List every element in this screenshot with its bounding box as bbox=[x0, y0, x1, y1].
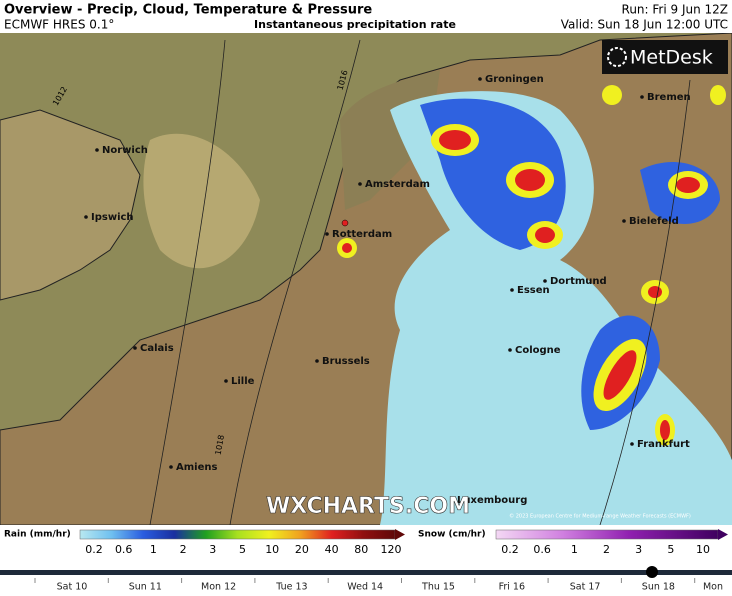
model: ECMWF HRES 0.1° bbox=[4, 18, 114, 32]
title: Overview - Precip, Cloud, Temperature & … bbox=[4, 3, 372, 18]
snow-legend-label: 3 bbox=[635, 543, 642, 556]
rain-arrow bbox=[395, 529, 405, 540]
rain-legend-label: 1 bbox=[150, 543, 157, 556]
timeline-label[interactable]: Thu 15 bbox=[421, 582, 455, 593]
timeline-marker[interactable] bbox=[646, 566, 658, 578]
cloud-patch bbox=[143, 133, 260, 269]
snow-legend-label: 0.2 bbox=[501, 543, 519, 556]
timeline-label[interactable]: Sun 18 bbox=[642, 582, 675, 593]
city-label: Frankfurt bbox=[637, 439, 690, 450]
city-dot bbox=[640, 95, 644, 99]
city-dot bbox=[358, 182, 362, 186]
city-label: Norwich bbox=[102, 145, 148, 156]
city-label: Bielefeld bbox=[629, 216, 679, 227]
rain-legend-label: 80 bbox=[354, 543, 368, 556]
city-dot bbox=[543, 279, 547, 283]
city-dot bbox=[133, 346, 137, 350]
city-dot bbox=[508, 348, 512, 352]
logo: MetDesk bbox=[630, 47, 713, 69]
rain-legend-label: 20 bbox=[295, 543, 309, 556]
rain-colorbar bbox=[79, 529, 396, 540]
snow-legend-title: Snow (cm/hr) bbox=[418, 530, 486, 540]
timeline-label[interactable]: Sat 17 bbox=[570, 582, 601, 593]
city-dot bbox=[450, 498, 454, 502]
city-dot bbox=[325, 232, 329, 236]
header-bg bbox=[0, 0, 732, 33]
timeline-bar bbox=[0, 570, 732, 575]
rain-legend-label: 0.2 bbox=[85, 543, 103, 556]
city-label: Luxembourg bbox=[457, 495, 527, 506]
city-dot bbox=[478, 77, 482, 81]
rain-legend-label: 3 bbox=[209, 543, 216, 556]
city-dot bbox=[224, 379, 228, 383]
rain-legend-label: 40 bbox=[325, 543, 339, 556]
timeline-label[interactable]: Tue 13 bbox=[275, 582, 307, 593]
city-label: Dortmund bbox=[550, 276, 607, 287]
city-dot bbox=[95, 148, 99, 152]
city-dot bbox=[622, 219, 626, 223]
city-label: Ipswich bbox=[91, 212, 134, 223]
timeline-label[interactable]: Sat 10 bbox=[57, 582, 88, 593]
snow-legend-label: 10 bbox=[696, 543, 710, 556]
city-label: Amsterdam bbox=[365, 179, 430, 190]
snow-legend-label: 5 bbox=[667, 543, 674, 556]
city-dot bbox=[169, 465, 173, 469]
city-label: Essen bbox=[517, 285, 550, 296]
city-label: Cologne bbox=[515, 345, 561, 356]
city-label: Bremen bbox=[647, 92, 691, 103]
valid: Valid: Sun 18 Jun 12:00 UTC bbox=[561, 18, 728, 32]
isobar-label: 1018 bbox=[214, 434, 226, 456]
city-label: Groningen bbox=[485, 74, 544, 85]
city-label: Rotterdam bbox=[332, 229, 392, 240]
timeline-label[interactable]: Sun 11 bbox=[129, 582, 162, 593]
logo-icon bbox=[607, 47, 627, 67]
run: Run: Fri 9 Jun 12Z bbox=[622, 3, 728, 17]
rain-legend-title: Rain (mm/hr) bbox=[4, 530, 71, 540]
location-marker bbox=[341, 219, 349, 227]
city-label: Calais bbox=[140, 343, 174, 354]
city-label: Brussels bbox=[322, 356, 370, 367]
logo-bg bbox=[602, 40, 728, 74]
isobar bbox=[229, 39, 361, 525]
snow-legend-label: 2 bbox=[603, 543, 610, 556]
copyright: © 2023 European Centre for Medium-range … bbox=[509, 513, 691, 520]
snow-legend-label: 0.6 bbox=[533, 543, 551, 556]
snow-legend-label: 1 bbox=[571, 543, 578, 556]
city-dot bbox=[510, 288, 514, 292]
city-label: Amiens bbox=[176, 462, 217, 473]
subtitle: Instantaneous precipitation rate bbox=[254, 18, 456, 31]
timeline-label[interactable]: Wed 14 bbox=[347, 582, 383, 593]
precip-cores bbox=[337, 85, 726, 446]
city-dot bbox=[315, 359, 319, 363]
city-dot bbox=[84, 215, 88, 219]
city-label: Lille bbox=[231, 376, 255, 387]
rain-legend-label: 0.6 bbox=[115, 543, 133, 556]
watermark: WXCHARTS.COM bbox=[266, 494, 470, 519]
timeline-label[interactable]: Mon bbox=[703, 582, 723, 593]
rain-legend-label: 5 bbox=[239, 543, 246, 556]
city-dot bbox=[630, 442, 634, 446]
isobar bbox=[149, 39, 226, 525]
timeline-label[interactable]: Mon 12 bbox=[201, 582, 236, 593]
rain-legend-label: 120 bbox=[381, 543, 402, 556]
england bbox=[0, 109, 141, 301]
timeline-label[interactable]: Fri 16 bbox=[499, 582, 525, 593]
rain-legend-label: 10 bbox=[265, 543, 279, 556]
isobar bbox=[599, 79, 691, 525]
map: 1012 1016 1018 GroningenBremenNorwichAms… bbox=[0, 33, 732, 525]
snow-arrow bbox=[718, 529, 728, 540]
rain-legend-label: 2 bbox=[180, 543, 187, 556]
snow-colorbar bbox=[495, 529, 719, 540]
